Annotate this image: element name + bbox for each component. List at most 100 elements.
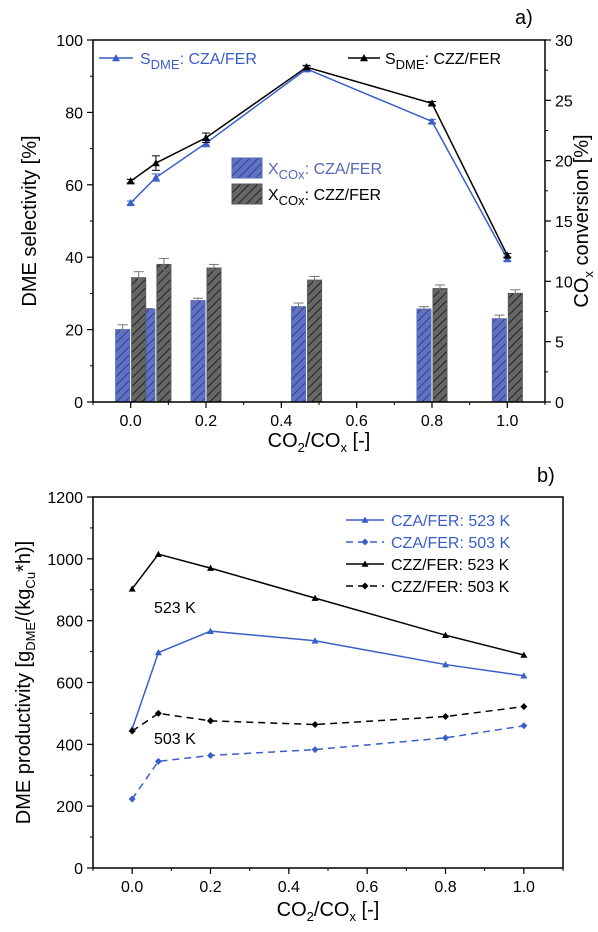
data-point: [128, 795, 136, 803]
text-span: S: [140, 51, 151, 68]
annotation-503k: 503 K: [154, 731, 196, 748]
annotation-523k: 523 K: [154, 600, 196, 617]
legend-label: CZA/FER: 523 K: [391, 513, 510, 530]
data-point: [128, 585, 136, 592]
y-tick-label: 600: [56, 676, 83, 693]
legend-swatch: [231, 183, 263, 205]
legend-swatch: [231, 157, 263, 179]
text-span: /CO: [314, 899, 350, 921]
bar: [206, 267, 222, 403]
text-span: : CZA/FER: [180, 51, 257, 68]
legend-marker: [360, 54, 368, 62]
y-tick-label: 1200: [47, 490, 83, 507]
y-tick-label: 800: [56, 614, 83, 631]
x-tick-label: 0.6: [356, 879, 378, 896]
y2-tick-label: 25: [555, 93, 573, 110]
data-point: [520, 672, 528, 679]
legend-marker: [361, 538, 369, 546]
subscript: 2: [298, 440, 305, 455]
subscript: x: [349, 909, 356, 924]
bar: [291, 306, 307, 403]
x-tick-label: 0.8: [434, 879, 456, 896]
x-axis-label: CO2/COx [-]: [277, 899, 380, 924]
panel-label: b): [537, 465, 555, 487]
legend-marker: [361, 516, 369, 523]
bar: [416, 308, 432, 403]
legend-label: CZA/FER: 503 K: [391, 535, 510, 552]
x-tick-label: 0.2: [199, 879, 221, 896]
panel-a: 0.0 0.2 0.4 0.6 0.8 1.0 0 20 40 60 80 100 0 5 10 15 20 25…: [19, 7, 596, 455]
bar: [190, 300, 206, 403]
series-line: [131, 725, 524, 800]
data-point: [311, 721, 319, 729]
data-point: [520, 651, 528, 658]
y-tick-label: 400: [56, 737, 83, 754]
data-point: [311, 746, 319, 754]
text-span: X: [268, 187, 279, 204]
data-point: [442, 631, 449, 638]
series-line: [131, 630, 524, 730]
x-tick-label: 0.0: [120, 413, 142, 430]
text-span: [-]: [356, 899, 379, 921]
subscript: DME: [151, 57, 180, 72]
y-tick-label: 60: [65, 178, 83, 195]
subscript: 2: [307, 909, 314, 924]
x-tick-label: 0.4: [278, 879, 300, 896]
data-point: [207, 564, 214, 571]
subscript: COx: [279, 167, 306, 182]
text-span: : CZA/FER: [305, 161, 382, 178]
y-tick-label: 0: [74, 861, 83, 878]
y2-axis-label: COx conversion [%]: [571, 134, 596, 307]
data-point: [202, 133, 210, 141]
text-span: CO: [277, 899, 307, 921]
legend-label: SDME: CZA/FER: [140, 51, 257, 72]
data-point: [442, 734, 449, 742]
panel-label: a): [515, 7, 533, 29]
y-axis-label: DME productivity [gDME/(kgCu*h)]: [13, 541, 38, 824]
plot-frame: [92, 496, 564, 869]
legend-marker: [361, 560, 369, 567]
bar: [507, 292, 523, 403]
y2-tick-label: 5: [555, 335, 564, 352]
series-line: [130, 68, 508, 260]
text-span: S: [385, 51, 396, 68]
text-span: *h)]: [13, 541, 35, 572]
data-point: [503, 251, 512, 259]
legend-label: XCOx: CZA/FER: [268, 161, 382, 182]
data-point: [207, 717, 214, 725]
series-line: [131, 705, 524, 732]
data-point: [126, 177, 135, 185]
series-line: [131, 553, 525, 656]
data-point: [154, 709, 162, 717]
text-span: CO: [268, 430, 298, 452]
y-axis-label: DME selectivity [%]: [19, 135, 41, 306]
data-point: [428, 117, 436, 125]
subscript: DME: [23, 622, 38, 651]
y-tick-label: 100: [56, 33, 83, 50]
bar: [432, 288, 448, 403]
data-point: [154, 550, 162, 557]
x-tick-label: 1.0: [513, 879, 535, 896]
data-point: [151, 173, 160, 181]
data-point: [302, 63, 311, 71]
data-point: [520, 703, 528, 711]
x-tick-label: 1.0: [496, 413, 518, 430]
x-tick-label: 0.8: [421, 413, 443, 430]
text-span: /CO: [305, 430, 341, 452]
legend-label: SDME: CZZ/FER: [385, 51, 501, 72]
x-tick-label: 0.0: [121, 879, 143, 896]
bar: [131, 277, 147, 403]
data-point: [207, 627, 214, 634]
text-span: : CZZ/FER: [425, 51, 501, 68]
text-span: X: [268, 161, 279, 178]
data-point: [311, 594, 319, 601]
legend-marker: [112, 54, 120, 62]
y2-tick-label: 20: [555, 154, 573, 171]
data-point: [154, 649, 162, 656]
x-tick-label: 0.6: [346, 413, 368, 430]
legend-label: CZZ/FER: 503 K: [391, 579, 510, 596]
data-point: [503, 255, 512, 263]
legend-label: CZZ/FER: 523 K: [391, 557, 510, 574]
y2-tick-label: 15: [555, 214, 573, 231]
